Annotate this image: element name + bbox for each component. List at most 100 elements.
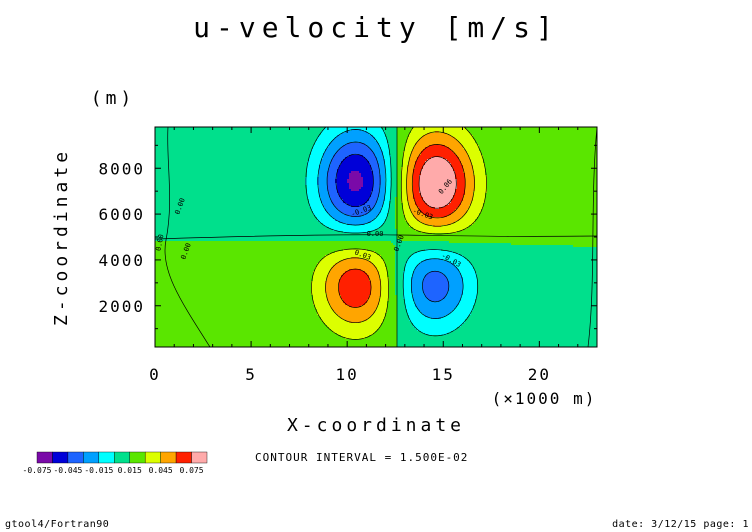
field-cell xyxy=(467,259,597,261)
field-cell xyxy=(155,169,307,171)
field-cell xyxy=(469,207,483,209)
field-cell xyxy=(333,229,375,231)
field-cell xyxy=(417,265,455,267)
field-cell xyxy=(387,215,395,217)
field-cell xyxy=(401,185,407,187)
field-cell xyxy=(487,185,597,187)
field-cell xyxy=(403,163,409,165)
field-cell xyxy=(321,201,331,203)
field-cell xyxy=(319,315,339,317)
field-cell xyxy=(361,173,373,175)
field-cell xyxy=(377,307,387,309)
field-cell xyxy=(155,279,313,281)
field-cell xyxy=(327,179,335,181)
field-cell xyxy=(427,203,449,205)
field-cell xyxy=(413,127,465,129)
field-cell xyxy=(351,129,361,131)
field-cell xyxy=(419,177,455,179)
field-cell xyxy=(455,175,465,177)
field-cell xyxy=(391,177,397,179)
field-cell xyxy=(375,203,383,205)
field-cell xyxy=(413,147,425,149)
field-cell xyxy=(413,185,419,187)
field-cell xyxy=(349,155,363,157)
field-cell xyxy=(419,191,455,193)
field-cell xyxy=(325,289,339,291)
field-cell xyxy=(483,159,597,161)
field-cell xyxy=(477,217,597,219)
field-cell xyxy=(367,213,379,215)
field-cell xyxy=(415,165,423,167)
field-cell xyxy=(409,315,425,317)
field-cell xyxy=(395,289,403,291)
field-cell xyxy=(155,237,397,239)
field-cell xyxy=(329,193,339,195)
field-cell xyxy=(395,253,413,255)
field-cell xyxy=(473,197,485,199)
field-cell xyxy=(391,181,397,183)
field-cell xyxy=(375,309,387,311)
field-cell xyxy=(475,271,597,273)
field-cell xyxy=(335,219,373,221)
field-cell xyxy=(391,163,397,165)
field-cell xyxy=(345,337,365,339)
field-cell xyxy=(415,163,425,165)
field-cell xyxy=(155,337,345,339)
field-cell xyxy=(463,199,473,201)
field-cell xyxy=(329,143,347,145)
field-cell xyxy=(327,275,341,277)
field-cell xyxy=(349,185,363,187)
field-cell xyxy=(473,171,485,173)
field-cell xyxy=(405,269,415,271)
field-cell xyxy=(307,193,319,195)
field-cell xyxy=(321,197,331,199)
field-cell xyxy=(455,171,463,173)
field-cell xyxy=(403,271,413,273)
field-cell xyxy=(463,145,479,147)
field-cell xyxy=(323,223,347,225)
field-cell xyxy=(415,161,425,163)
field-cell xyxy=(307,191,319,193)
field-cell xyxy=(423,167,453,169)
field-cell xyxy=(391,179,397,181)
field-cell xyxy=(381,283,389,285)
field-cell xyxy=(419,187,457,189)
field-cell xyxy=(321,133,341,135)
field-cell xyxy=(483,207,597,209)
field-cell xyxy=(341,147,369,149)
field-cell xyxy=(573,245,597,247)
field-cell xyxy=(397,327,415,329)
field-cell xyxy=(411,151,421,153)
field-cell xyxy=(465,257,597,259)
field-cell xyxy=(403,287,411,289)
field-cell xyxy=(331,307,377,309)
field-cell xyxy=(425,315,445,317)
field-cell xyxy=(487,181,597,183)
field-cell xyxy=(155,341,397,343)
field-cell xyxy=(397,295,403,297)
field-cell xyxy=(377,253,395,255)
field-cell xyxy=(387,213,395,215)
field-cell xyxy=(457,207,469,209)
field-cell xyxy=(461,325,597,327)
field-cell xyxy=(397,341,597,343)
field-cell xyxy=(331,267,377,269)
field-cell xyxy=(451,331,597,333)
field-cell xyxy=(431,157,443,159)
contour-line-negative xyxy=(305,127,479,337)
field-cell xyxy=(327,185,337,187)
field-cell xyxy=(477,295,597,297)
field-cell xyxy=(155,247,395,249)
field-cell xyxy=(401,179,407,181)
field-cell xyxy=(439,271,459,273)
field-cell xyxy=(155,301,313,303)
field-cell xyxy=(485,193,597,195)
field-cell xyxy=(389,289,395,291)
field-cell xyxy=(451,163,461,165)
field-cell xyxy=(317,139,333,141)
field-cell xyxy=(453,251,597,253)
field-cell xyxy=(363,177,373,179)
field-cell xyxy=(155,141,315,143)
field-cell xyxy=(397,175,401,177)
field-cell xyxy=(379,191,385,193)
